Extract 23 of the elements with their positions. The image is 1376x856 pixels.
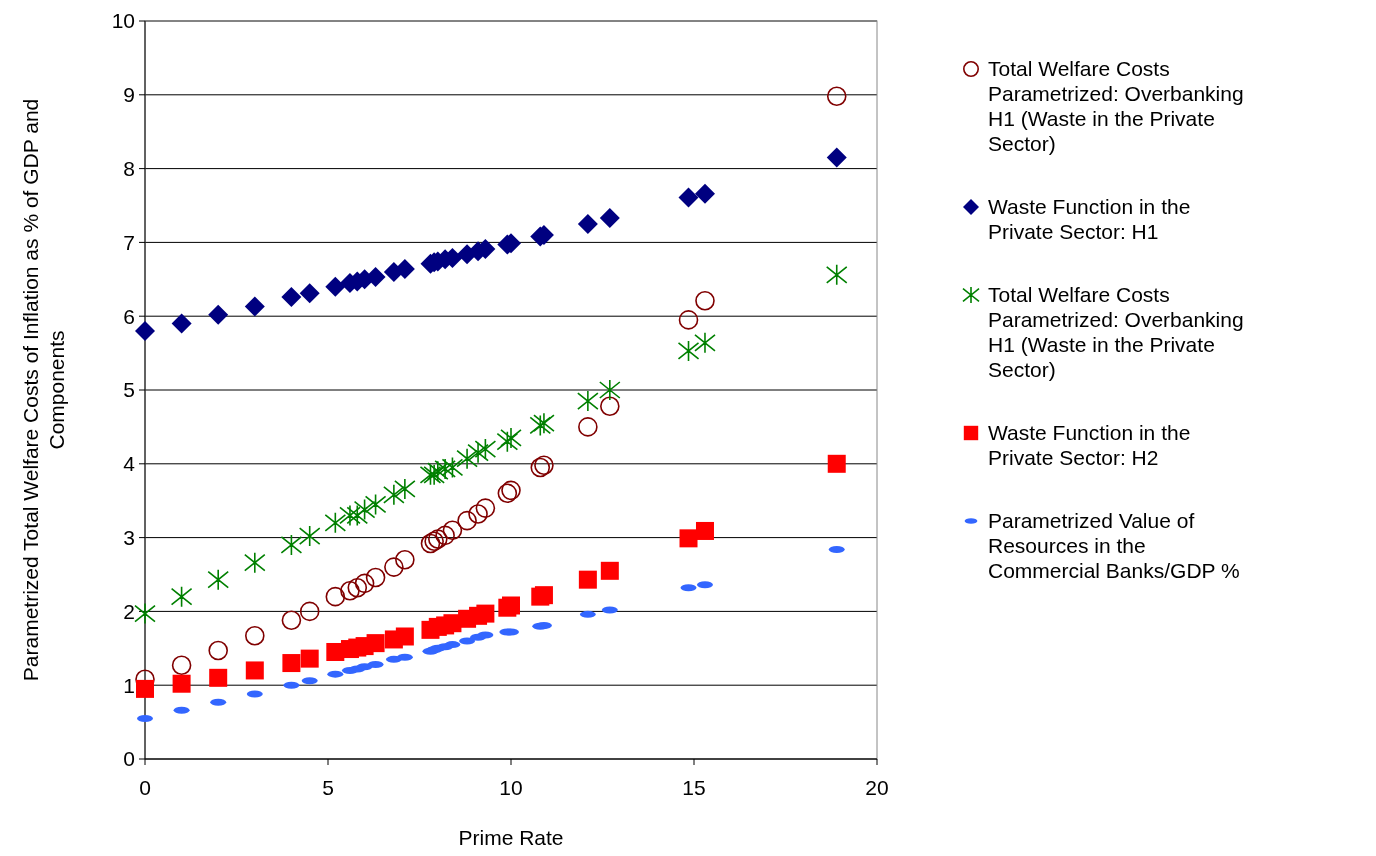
y-tick-label: 1 <box>123 673 135 697</box>
y-tick-label: 7 <box>123 230 135 254</box>
legend-label: Waste Function in the Private Sector: H1 <box>988 195 1191 243</box>
y-tick-label: 10 <box>111 9 135 33</box>
legend-label: Waste Function in the Private Sector: H2 <box>988 421 1191 469</box>
y-tick-label: 0 <box>123 747 135 771</box>
x-tick-label: 15 <box>682 776 706 799</box>
legend-label: Parametrized Value of Resources in the Commercial Banks/GDP % <box>988 509 1240 582</box>
y-tick-label: 9 <box>123 83 135 107</box>
y-tick-label: 8 <box>123 156 135 180</box>
x-tick-label: 5 <box>322 776 334 799</box>
y-tick-label: 3 <box>123 525 135 549</box>
y-tick-label: 4 <box>123 452 136 476</box>
x-tick-label: 0 <box>139 776 151 799</box>
x-tick-label: 10 <box>499 776 523 799</box>
y-tick-label: 2 <box>123 599 135 623</box>
y-tick-label: 5 <box>123 378 135 402</box>
legend-label: Total Welfare Costs Parametrized: Overbanking H1 (Waste in the Private Sector) <box>988 57 1244 155</box>
x-axis-title: Prime Rate <box>458 826 564 849</box>
y-tick-label: 6 <box>123 304 135 328</box>
legend-label: Total Welfare Costs Parametrized: Overbanking H1 (Waste in the Private Sector) <box>988 283 1244 381</box>
x-tick-label: 20 <box>865 776 889 799</box>
y-axis-title: Parametrized Total Welfare Costs of Inflation as % of GDP and Components <box>19 98 68 682</box>
